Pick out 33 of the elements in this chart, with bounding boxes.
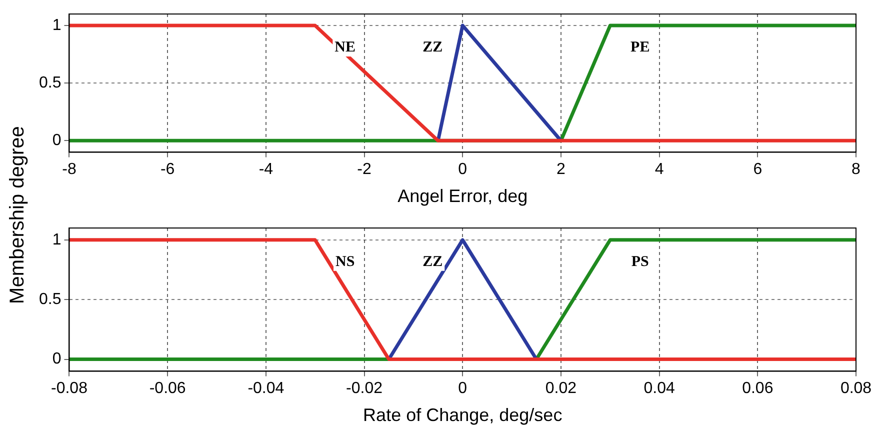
series-label: ZZ: [422, 254, 443, 270]
x-tick-label: -4: [258, 161, 274, 178]
x-tick-label: -0.02: [346, 380, 383, 398]
series-label: PS: [631, 254, 649, 270]
x-tick-label: -2: [357, 161, 372, 178]
x-tick-label: 0.06: [742, 380, 774, 398]
y-tick-label: 0: [52, 132, 62, 150]
x-tick-label: -0.04: [248, 380, 284, 398]
x-axis-title: Angel Error, deg: [398, 186, 528, 206]
x-tick-label: 8: [852, 161, 861, 178]
x-tick-label: 0.02: [545, 380, 577, 398]
y-tick-label: 0.5: [38, 74, 62, 92]
x-tick-label: 6: [753, 161, 762, 178]
x-axis-title: Rate of Change, deg/sec: [363, 405, 562, 426]
y-axis-title: Membership degree: [6, 126, 30, 304]
series-label: NS: [336, 254, 355, 270]
x-tick-label: 0.04: [644, 380, 675, 398]
y-tick-label: 0.5: [38, 291, 62, 308]
y-tick-label: 1: [52, 231, 62, 248]
series-label: ZZ: [422, 39, 443, 56]
y-tick-label: 1: [52, 16, 62, 34]
x-tick-label: -0.06: [149, 380, 186, 398]
x-tick-label: 0: [458, 161, 468, 178]
x-tick-label: -0.08: [51, 380, 88, 398]
x-tick-label: -8: [62, 161, 76, 178]
x-tick-label: -6: [160, 161, 175, 178]
series-label: NE: [334, 39, 356, 56]
x-tick-label: 2: [556, 161, 566, 178]
x-tick-label: 4: [654, 161, 664, 178]
y-tick-label: 0: [52, 350, 62, 368]
x-tick-label: 0.08: [840, 380, 872, 398]
series-label: PE: [630, 39, 650, 56]
x-tick-label: 0: [458, 380, 468, 398]
